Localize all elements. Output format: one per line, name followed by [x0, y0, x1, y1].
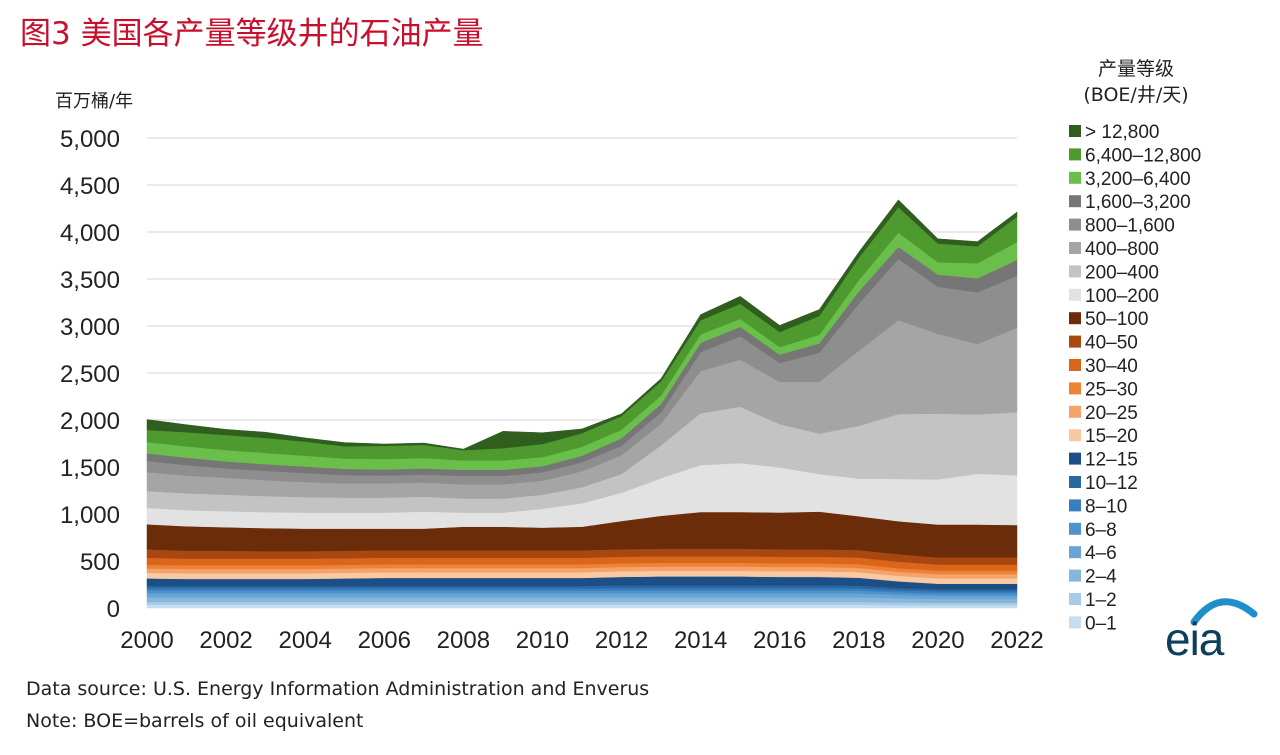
axes: 0 500 1,000 1,500 2,000 2,500 3,000 3,500 4,000 4… [60, 126, 1044, 654]
x-tick-label: 2008 [437, 627, 490, 654]
area-series-> 12,800 [146, 199, 1018, 451]
legend-label: 20–25 [1085, 403, 1138, 424]
legend-label: 4–6 [1085, 543, 1117, 564]
legend-label: 2–4 [1085, 567, 1117, 588]
legend-swatch [1069, 569, 1081, 582]
y-tick-label: 500 [80, 549, 120, 576]
legend-swatch [1069, 382, 1081, 395]
legend-swatch [1069, 265, 1081, 278]
x-tick-label: 2004 [278, 627, 331, 654]
legend-label: 30–40 [1085, 356, 1138, 377]
y-tick-label: 3,000 [60, 314, 120, 341]
x-tick-label: 2022 [990, 627, 1043, 654]
legend-label: 3,200–6,400 [1085, 169, 1191, 190]
x-tick-label: 2016 [753, 627, 806, 654]
note-text: Note: BOE=barrels of oil equivalent [26, 710, 364, 732]
legend-swatch [1069, 593, 1081, 605]
legend-swatch [1069, 546, 1081, 559]
legend-label: 0–1 [1085, 613, 1117, 634]
x-tick-label: 2012 [595, 627, 648, 654]
legend-swatch [1069, 335, 1081, 348]
y-tick-label: 2,500 [60, 361, 120, 388]
legend-label: 100–200 [1085, 286, 1159, 307]
x-tick-label: 2018 [832, 627, 885, 654]
legend-swatch [1069, 499, 1081, 512]
legend-label: 25–30 [1085, 379, 1138, 400]
legend-swatch [1069, 218, 1081, 231]
y-tick-label: 2,000 [60, 408, 120, 435]
x-tick-label: 2000 [120, 627, 173, 654]
legend-swatch [1069, 288, 1081, 301]
legend-swatch [1069, 405, 1081, 418]
legend-swatch [1069, 522, 1081, 535]
legend-label: 8–10 [1085, 496, 1127, 517]
legend-swatch [1069, 359, 1081, 371]
eia-logo: eia [1165, 613, 1224, 665]
area-series [146, 199, 1018, 609]
data-source: Data source: U.S. Energy Information Adm… [26, 678, 650, 700]
chart-title: 图3 美国各产量等级井的石油产量 [20, 16, 484, 52]
legend-label: 800–1,600 [1085, 216, 1175, 237]
legend-label: 15–20 [1085, 426, 1138, 447]
legend-label: 12–15 [1085, 450, 1138, 471]
legend-label: 50–100 [1085, 309, 1148, 330]
legend-swatch [1069, 312, 1081, 325]
x-tick-label: 2006 [358, 627, 411, 654]
legend-swatch [1069, 242, 1081, 254]
legend-swatch [1069, 125, 1081, 137]
legend-swatch [1069, 429, 1081, 442]
legend-label: 10–12 [1085, 473, 1138, 494]
legend-label: > 12,800 [1085, 122, 1160, 143]
legend-label: 40–50 [1085, 333, 1138, 354]
y-tick-label: 0 [107, 596, 120, 623]
legend-swatch [1069, 195, 1081, 208]
x-tick-label: 2002 [199, 627, 252, 654]
legend-label: 6–8 [1085, 520, 1117, 541]
legend-title: 产量等级 [1098, 58, 1174, 80]
x-tick-label: 2010 [516, 627, 569, 654]
y-tick-label: 1,000 [60, 502, 120, 529]
y-axis-label: 百万桶/年 [55, 91, 133, 112]
legend-swatch [1069, 476, 1081, 488]
x-tick-label: 2014 [674, 627, 727, 654]
legend-label: 1–2 [1085, 590, 1117, 611]
legend-swatch [1069, 148, 1081, 161]
x-tick-label: 2020 [911, 627, 964, 654]
legend-subtitle: (BOE/井/天) [1083, 84, 1188, 106]
legend-swatch [1069, 452, 1081, 465]
legend-swatch [1069, 171, 1081, 184]
legend-label: 400–800 [1085, 239, 1159, 260]
legend-label: 200–400 [1085, 262, 1159, 283]
y-tick-label: 5,000 [60, 126, 120, 153]
y-tick-label: 4,000 [60, 220, 120, 247]
chart: 0 500 1,000 1,500 2,000 2,500 3,000 3,500 4,000 4… [55, 58, 1201, 654]
legend-label: 6,400–12,800 [1085, 145, 1201, 166]
eia-logo-arc-icon [1190, 598, 1258, 626]
legend-swatch [1069, 616, 1081, 629]
y-tick-label: 1,500 [60, 455, 120, 482]
legend-label: 1,600–3,200 [1085, 192, 1191, 213]
y-tick-label: 3,500 [60, 267, 120, 294]
y-tick-label: 4,500 [60, 173, 120, 200]
